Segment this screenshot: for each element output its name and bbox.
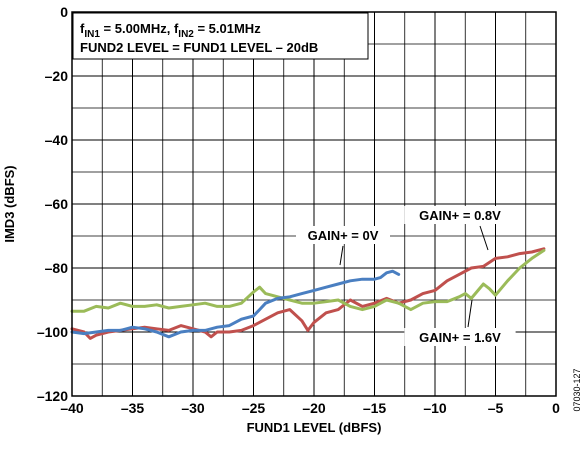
series-label-3: GAIN+ = 1.6V — [419, 330, 501, 345]
x-tick-label: –40 — [60, 400, 84, 416]
series-label-leader — [339, 245, 344, 266]
series-lines — [70, 247, 546, 340]
annotation-frequencies: fIN1 = 5.00MHz, fIN2 = 5.01MHz — [80, 21, 261, 40]
annotation-level-relation: FUND2 LEVEL = FUND1 LEVEL – 20dB — [80, 40, 318, 55]
y-tick-label: –20 — [45, 68, 69, 84]
series-label-leader — [479, 225, 489, 251]
x-tick-label: 0 — [552, 400, 560, 416]
annotation-f2-value: = 5.01MHz — [194, 21, 261, 36]
x-tick-label: –10 — [423, 400, 447, 416]
series-label-bg — [404, 328, 516, 346]
y-tick-label: –60 — [45, 196, 69, 212]
x-tick-label: –30 — [181, 400, 205, 416]
series-label-2: GAIN+ = 0.8V — [419, 208, 501, 223]
annotation-box — [72, 12, 369, 60]
annotation-f1-symbol: f — [80, 21, 85, 36]
y-tick-label: –80 — [45, 260, 69, 276]
y-axis-title: IMD3 (dBFS) — [2, 165, 17, 242]
x-tick-label: –5 — [488, 400, 504, 416]
x-tick-label: –35 — [121, 400, 145, 416]
annotation-f1-value: = 5.00MHz, f — [100, 21, 179, 36]
x-axis-title: FUND1 LEVEL (dBFS) — [247, 420, 382, 435]
x-tick-label: –25 — [242, 400, 266, 416]
x-tick-label: –15 — [363, 400, 387, 416]
series-label-bg — [296, 226, 390, 244]
series-label-1: GAIN+ = 0V — [308, 228, 379, 243]
y-tick-label: 0 — [60, 4, 68, 20]
series-labels: GAIN+ = 0V GAIN+ = 0.8V GAIN+ = 1.6V — [296, 206, 516, 346]
series-label-leader — [467, 299, 473, 328]
figure-id: 07030-127 — [572, 368, 582, 411]
series-label-bg — [404, 206, 516, 224]
x-tick-label: –20 — [302, 400, 326, 416]
series-line-3 — [70, 248, 546, 313]
annotation-f2-subscript: IN2 — [178, 29, 194, 40]
y-tick-label: –40 — [45, 132, 69, 148]
annotation-f1-subscript: IN1 — [84, 29, 100, 40]
plot-frame — [71, 11, 557, 397]
tick-labels: –40 –35 –30 –25 –20 –15 –10 –5 0 0 –20 –40 –60 –80 –10… — [37, 4, 560, 416]
series-line-2 — [70, 247, 546, 340]
y-tick-label: –100 — [37, 324, 68, 340]
series-line-1 — [70, 269, 401, 339]
y-tick-label: –120 — [37, 388, 68, 404]
